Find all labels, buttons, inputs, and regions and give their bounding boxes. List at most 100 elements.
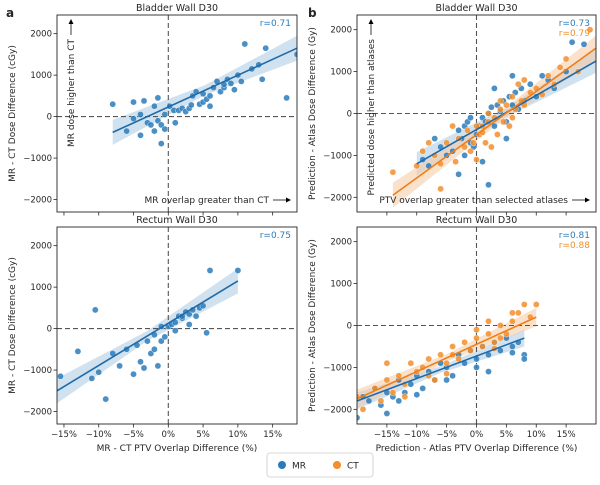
annotation-vertical-arrowhead — [68, 19, 74, 24]
legend-label-mr: MR — [292, 462, 306, 472]
r-label-ct: r=0.88 — [559, 241, 591, 251]
data-point-ct — [464, 127, 471, 134]
r-label-mr: r=0.81 — [559, 231, 590, 241]
data-point-mr — [227, 80, 235, 87]
data-point-mr — [203, 329, 210, 337]
data-point-ct — [383, 376, 391, 384]
y-tick-label: 1000 — [30, 283, 52, 293]
data-point-mr — [413, 391, 421, 399]
data-point-mr — [88, 375, 96, 382]
legend-label-ct: CT — [347, 462, 359, 472]
data-point-ct — [473, 334, 480, 342]
data-point-ct — [521, 76, 528, 84]
data-point-mr — [395, 397, 403, 405]
data-point-ct — [497, 97, 504, 105]
data-point-mr — [231, 86, 238, 93]
data-point-mr — [109, 100, 116, 108]
y-tick-label: −2000 — [23, 408, 52, 418]
x-axis-label: Prediction - Atlas PTV Overlap Differenc… — [376, 444, 578, 454]
data-point-ct — [509, 309, 516, 317]
x-tick-label: 15% — [263, 430, 282, 440]
y-tick-label: −1000 — [323, 151, 352, 161]
data-point-ct — [500, 118, 507, 126]
y-tick-label: 1000 — [30, 71, 52, 81]
x-tick-label: 5% — [196, 430, 210, 440]
legend-marker-mr — [278, 461, 286, 469]
y-tick-label: 1000 — [330, 68, 352, 78]
y-tick-label: −2000 — [323, 193, 352, 203]
data-point-mr — [455, 127, 462, 134]
data-point-ct — [479, 343, 486, 350]
data-point-ct — [443, 370, 450, 378]
data-point-mr — [187, 101, 195, 109]
data-point-mr — [151, 345, 158, 353]
data-point-mr — [137, 111, 144, 118]
r-label-ct: r=0.79 — [559, 29, 591, 39]
plot-area — [357, 227, 596, 424]
data-point-ct — [470, 139, 477, 147]
panel-title: Rectum Wall D30 — [136, 215, 218, 226]
x-tick-label: −15% — [51, 430, 77, 440]
x-tick-label: −5% — [123, 430, 144, 440]
data-point-ct — [515, 80, 522, 88]
panel-label-a: a — [6, 6, 14, 20]
data-point-mr — [161, 111, 169, 118]
data-point-ct — [503, 101, 510, 109]
data-point-mr — [527, 80, 534, 88]
data-point-ct — [509, 114, 516, 121]
panel-rectum-mr-ct: −2000 −1000 0 1000 2000 −15% −10% −5% 0% 5% 10% 15%… — [8, 215, 298, 454]
data-point-ct — [533, 301, 540, 308]
regression-line-ct — [357, 316, 537, 400]
data-point-mr — [192, 312, 200, 320]
data-point-mr — [580, 41, 588, 48]
x-tick-label: −10% — [86, 430, 112, 440]
data-point-mr — [283, 94, 290, 102]
data-point-mr — [473, 364, 480, 371]
x-tick-label: 10% — [228, 430, 247, 440]
data-point-ct — [485, 330, 492, 338]
y-tick-label: 2000 — [30, 30, 52, 40]
data-point-ct — [413, 162, 421, 170]
data-point-mr — [74, 348, 82, 355]
data-point-mr — [151, 127, 158, 135]
data-point-ct — [452, 158, 459, 165]
data-point-mr — [130, 115, 137, 122]
data-point-mr — [171, 119, 179, 127]
data-point-ct — [482, 139, 489, 147]
annotation-vertical: MR dose higher than CT — [67, 38, 77, 147]
r-label-mr: r=0.73 — [559, 19, 590, 29]
data-point-ct — [562, 55, 570, 63]
data-point-mr — [92, 306, 99, 314]
plot-area — [357, 15, 596, 212]
data-point-mr — [262, 44, 270, 52]
x-tick-label: −15% — [374, 430, 400, 440]
y-axis-label: Prediction - Atlas Dose Difference (Gy) — [308, 27, 318, 200]
y-tick-label: −1000 — [23, 154, 52, 164]
data-point-mr — [449, 372, 456, 380]
annotation-vertical: Predicted dose higher than atlases — [367, 39, 377, 196]
panel-rectum-prediction-atlas: −2000 −1000 0 1000 2000 −15% −10% −5% 0% 5% 10% 15%… — [308, 215, 597, 454]
data-point-mr — [509, 349, 516, 357]
series-mr — [357, 334, 528, 421]
data-point-mr — [185, 321, 193, 328]
data-point-ct — [437, 185, 444, 193]
data-point-mr — [491, 85, 498, 92]
panel-label-b: b — [308, 6, 317, 20]
axes-frame — [56, 14, 298, 213]
x-axis-label: MR - CT PTV Overlap Difference (%) — [97, 444, 258, 454]
data-point-ct — [556, 64, 564, 71]
data-point-ct — [485, 110, 492, 117]
data-point-mr — [443, 376, 450, 384]
data-point-ct — [449, 343, 456, 350]
data-point-mr — [467, 114, 474, 121]
x-tick-label: −5% — [436, 430, 457, 440]
data-point-mr — [455, 170, 462, 178]
annotation-vertical-arrowhead — [368, 19, 374, 24]
data-point-ct — [488, 143, 495, 151]
data-point-mr — [206, 92, 214, 100]
data-point-mr — [461, 152, 468, 159]
data-point-ct — [497, 322, 504, 329]
data-point-ct — [359, 405, 367, 413]
y-axis-label: Prediction - Atlas Dose Difference (Gy) — [308, 239, 318, 412]
y-axis-label: MR - CT Dose Difference (cGy) — [8, 257, 18, 394]
